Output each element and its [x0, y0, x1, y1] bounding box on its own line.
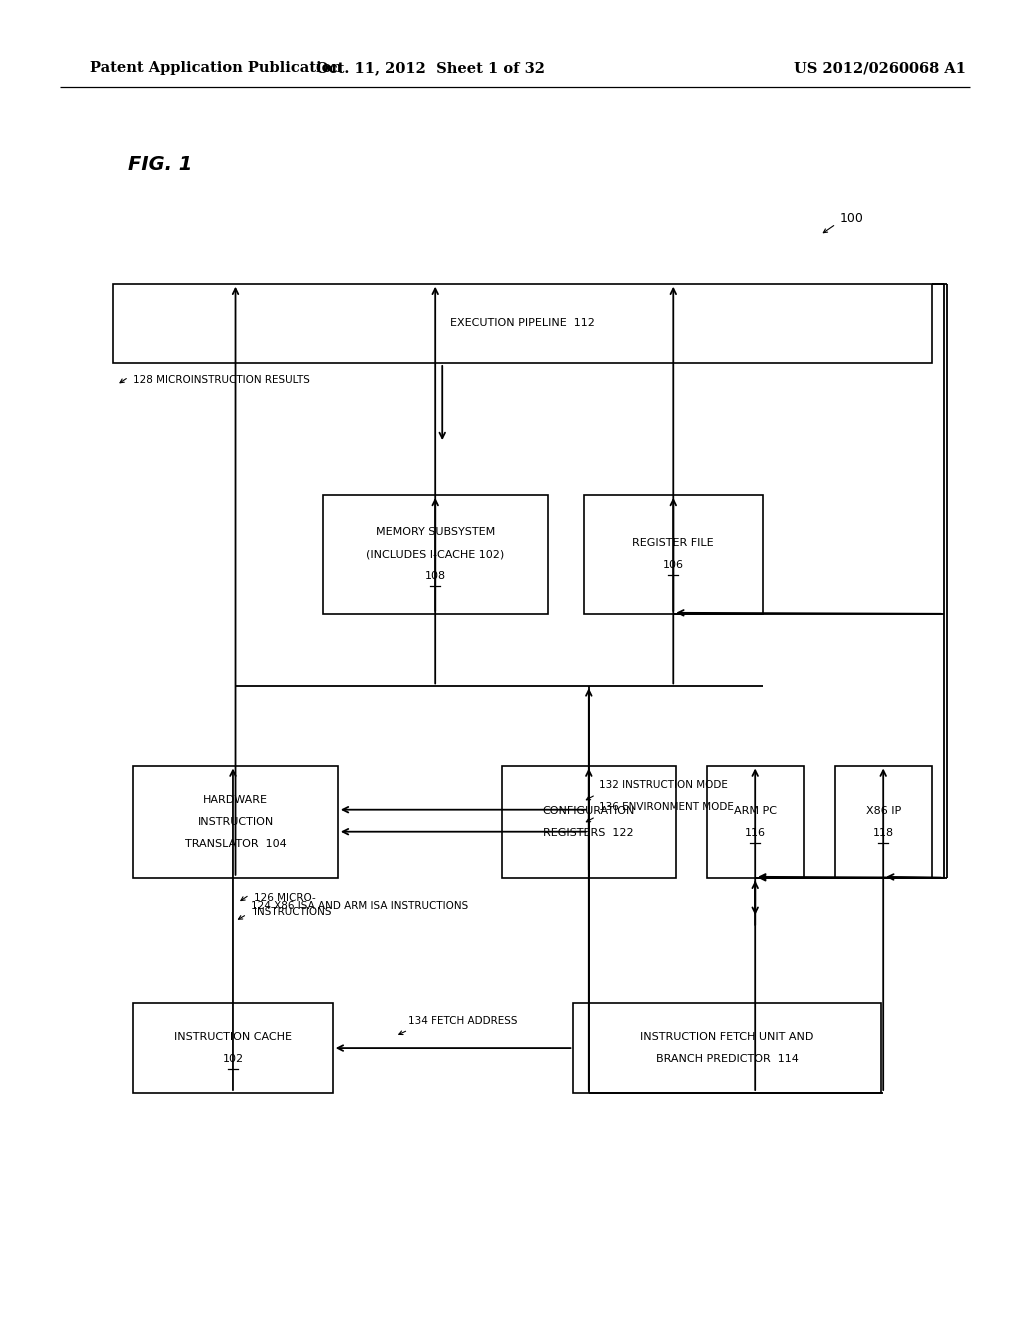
Text: 132 INSTRUCTION MODE: 132 INSTRUCTION MODE [599, 780, 728, 789]
Text: 128 MICROINSTRUCTION RESULTS: 128 MICROINSTRUCTION RESULTS [133, 375, 309, 385]
Text: INSTRUCTIONS: INSTRUCTIONS [254, 907, 331, 917]
Text: (INCLUDES I-CACHE 102): (INCLUDES I-CACHE 102) [366, 549, 505, 560]
Text: HARDWARE: HARDWARE [203, 795, 268, 805]
Bar [133, 1003, 333, 1093]
Text: INSTRUCTION: INSTRUCTION [198, 817, 273, 826]
Text: EXECUTION PIPELINE  112: EXECUTION PIPELINE 112 [450, 318, 595, 329]
Bar [133, 766, 338, 878]
Text: ARM PC: ARM PC [734, 805, 776, 816]
Text: 124 X86 ISA AND ARM ISA INSTRUCTIONS: 124 X86 ISA AND ARM ISA INSTRUCTIONS [251, 902, 468, 911]
Bar [835, 766, 932, 878]
Bar [573, 1003, 881, 1093]
Text: 102: 102 [222, 1055, 244, 1064]
Text: CONFIGURATION: CONFIGURATION [543, 805, 635, 816]
Bar [707, 766, 804, 878]
Text: US 2012/0260068 A1: US 2012/0260068 A1 [794, 61, 966, 75]
Text: REGISTERS  122: REGISTERS 122 [544, 828, 634, 838]
Text: 126 MICRO-: 126 MICRO- [254, 892, 315, 903]
Text: Oct. 11, 2012  Sheet 1 of 32: Oct. 11, 2012 Sheet 1 of 32 [315, 61, 545, 75]
Text: 134 FETCH ADDRESS: 134 FETCH ADDRESS [409, 1016, 518, 1026]
Text: REGISTER FILE: REGISTER FILE [633, 539, 714, 548]
Bar [584, 495, 763, 614]
Text: INSTRUCTION CACHE: INSTRUCTION CACHE [174, 1032, 292, 1041]
Text: 136 ENVIRONMENT MODE: 136 ENVIRONMENT MODE [599, 801, 733, 812]
Text: X86 IP: X86 IP [865, 805, 901, 816]
Text: 118: 118 [872, 828, 894, 838]
Text: 106: 106 [663, 561, 684, 570]
Text: MEMORY SUBSYSTEM: MEMORY SUBSYSTEM [376, 528, 495, 537]
Bar [502, 766, 676, 878]
Text: TRANSLATOR  104: TRANSLATOR 104 [184, 838, 287, 849]
Text: 108: 108 [425, 572, 445, 581]
Text: BRANCH PREDICTOR  114: BRANCH PREDICTOR 114 [655, 1055, 799, 1064]
Bar [113, 284, 932, 363]
Text: INSTRUCTION FETCH UNIT AND: INSTRUCTION FETCH UNIT AND [640, 1032, 814, 1041]
Text: FIG. 1: FIG. 1 [128, 156, 193, 174]
Text: 116: 116 [744, 828, 766, 838]
Text: 100: 100 [840, 211, 864, 224]
Text: Patent Application Publication: Patent Application Publication [90, 61, 342, 75]
Bar [323, 495, 548, 614]
